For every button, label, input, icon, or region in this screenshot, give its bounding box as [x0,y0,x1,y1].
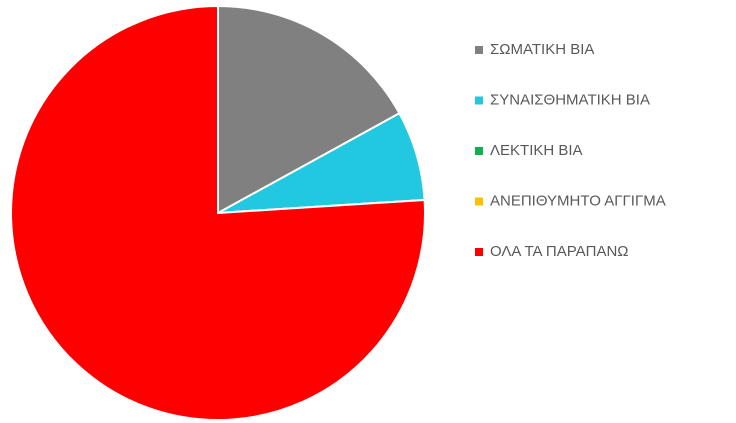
pie-slice [217,4,401,215]
legend-label: ΣΥΝΑΙΣΘΗΜΑΤΙΚΗ ΒΙΑ [490,91,650,108]
legend-swatch [475,197,483,206]
pie-slice [10,4,426,421]
legend-label: ΣΩΜΑΤΙΚΗ ΒΙΑ [490,41,594,58]
legend-swatch [475,46,483,54]
legend-swatch [475,96,483,105]
legend-label: ΛΕΚΤΙΚΗ ΒΙΑ [490,142,583,159]
legend-label: ΟΛΑ ΤΑ ΠΑΡΑΠΑΝΩ [490,243,629,260]
legend-swatch [475,248,483,256]
legend-label: ΑΝΕΠΙΘΥΜΗΤΟ ΑΓΓΙΓΜΑ [490,192,666,209]
legend-swatch [475,147,483,155]
